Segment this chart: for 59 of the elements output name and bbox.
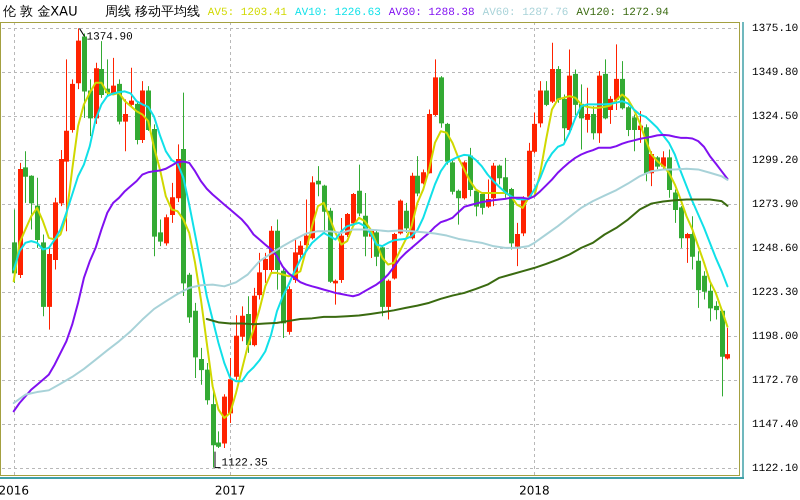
candlestick [70,78,75,134]
line-series [206,198,728,326]
candlestick [685,232,690,264]
candlestick [76,28,81,90]
candlestick [357,164,362,217]
y-tick-label: 1375.10 [752,22,798,35]
candlestick [123,98,128,152]
candlestick [725,327,730,360]
candlestick [404,202,409,234]
candlestick [597,70,602,144]
text: AV60: 1287.76 [482,6,568,19]
y-tick-label: 1122.10 [752,462,798,475]
y-tick-label: 1273.90 [752,198,798,211]
chart-subtitle: 周线 移动平均线 [105,4,200,20]
text: AV10: 1226.63 [295,6,381,19]
candlestick [415,156,420,197]
candlestick [515,222,520,267]
candlestick [129,67,134,107]
candlestick [41,234,46,317]
y-tick-label: 1299.20 [752,154,798,167]
text: AV5: 1203.41 [208,6,288,19]
candlestick [585,87,590,134]
y-tick-label: 1223.30 [752,286,798,299]
y-tick-label: 1248.60 [752,242,798,255]
candlestick [257,252,262,300]
candlestick [398,199,403,235]
text: AV30: 1288.38 [388,6,475,19]
x-tick-label: 2017 [214,483,246,498]
candlestick [287,286,292,336]
candlestick [544,80,549,107]
y-tick-label: 1147.40 [752,418,798,431]
line-series [12,134,728,412]
y-tick-label: 1172.70 [752,374,798,387]
candlestick [603,58,608,120]
annotation: 1122.35 [222,458,268,470]
candlestick [538,80,543,128]
chart-title: 伦 敦 金XAU [3,4,78,20]
y-tick-label: 1198.00 [752,330,798,343]
candlestick [316,166,321,197]
y-tick-label: 1349.80 [752,66,798,79]
candlestick [550,42,555,104]
annotation: 1374.90 [86,31,133,44]
candlestick [591,106,596,140]
candlestick [439,76,444,128]
candlestick [18,162,23,278]
candlestick [386,279,391,320]
candlestick [421,168,426,185]
y-tick-label: 1324.50 [752,110,798,123]
candlestick [339,217,344,284]
text: AV120: 1272.94 [576,6,670,19]
candlestick [333,279,338,306]
candlestick [690,216,695,270]
candlestick [135,100,140,145]
candlestick [567,48,572,132]
line-series [12,168,728,404]
candlestick [445,122,450,166]
x-tick-label: 2018 [519,483,550,498]
candlestick [140,80,145,144]
candlestick [164,214,169,246]
